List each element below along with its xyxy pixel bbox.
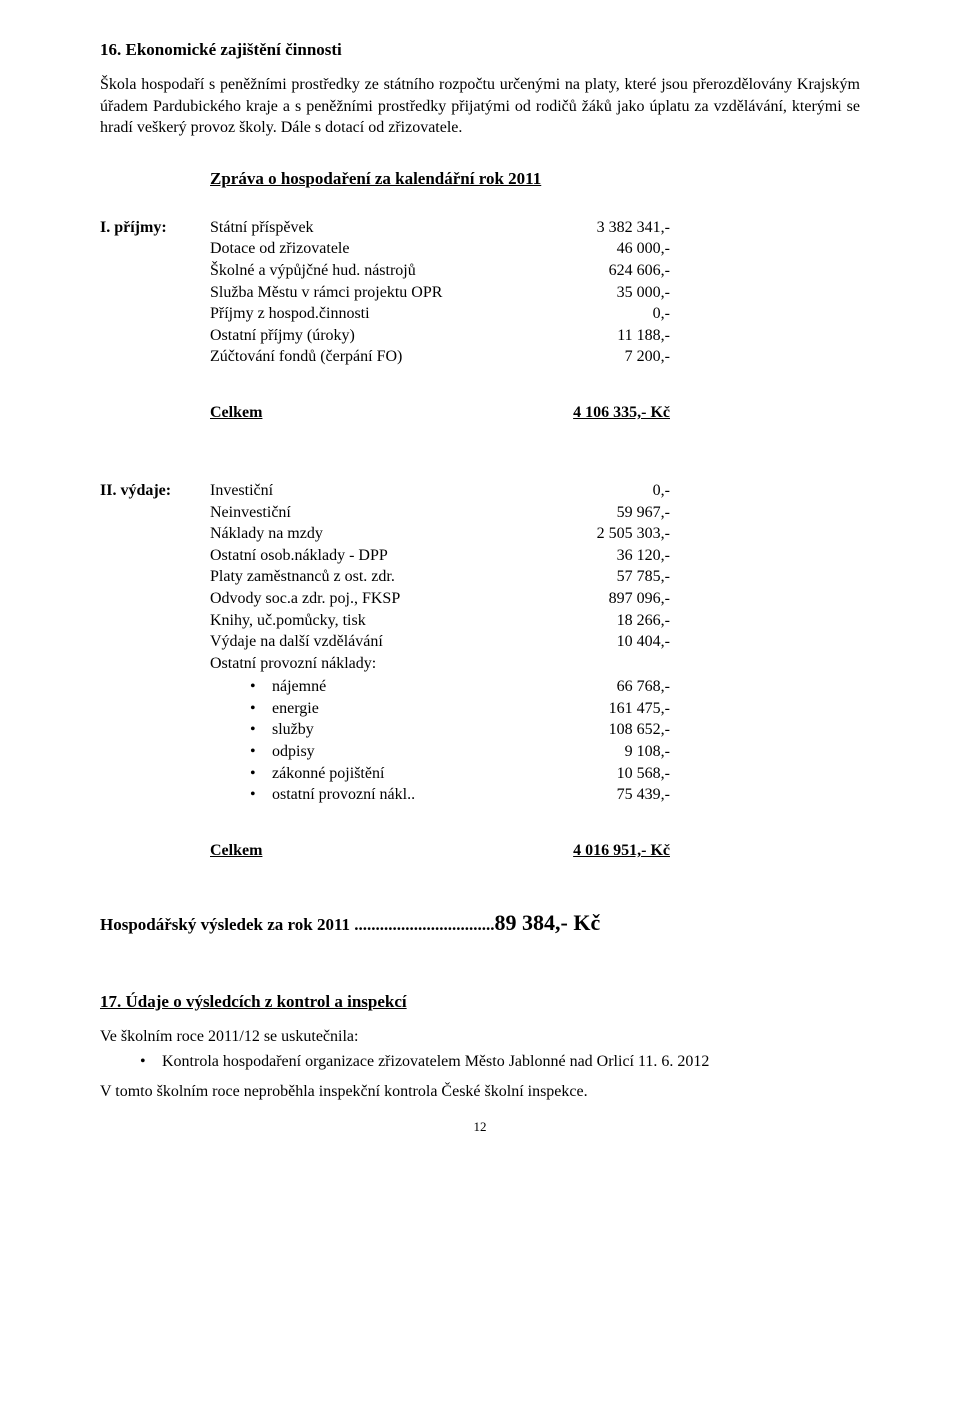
bullet-item: energie (272, 698, 530, 720)
expense-value: 10 404,- (530, 631, 670, 653)
section-17-bullet: Kontrola hospodaření organizace zřizovat… (140, 1053, 860, 1071)
expense-value: 36 120,- (530, 545, 670, 567)
bullet-item: odpisy (272, 741, 530, 763)
expense-total-label: Celkem (210, 842, 530, 860)
income-value: 11 188,- (530, 325, 670, 347)
income-row: I. příjmy: Státní příspěvek 3 382 341,- (100, 217, 860, 239)
expense-value: 59 967,- (530, 502, 670, 524)
result-amount: 89 384,- Kč (495, 910, 601, 935)
bullet-value: 161 475,- (530, 698, 670, 720)
income-value: 46 000,- (530, 238, 670, 260)
expense-item: Knihy, uč.pomůcky, tisk (210, 610, 530, 632)
expense-value: 57 785,- (530, 566, 670, 588)
expense-item: Investiční (210, 480, 530, 502)
expense-bullet: zákonné pojištění 10 568,- (250, 763, 860, 785)
expense-value (530, 653, 670, 675)
income-item: Služba Městu v rámci projektu OPR (210, 282, 530, 304)
expense-value: 897 096,- (530, 588, 670, 610)
income-row: Zúčtování fondů (čerpání FO) 7 200,- (100, 346, 860, 368)
income-value: 624 606,- (530, 260, 670, 282)
expense-bullet: nájemné 66 768,- (250, 676, 860, 698)
income-row: Příjmy z hospod.činnosti 0,- (100, 303, 860, 325)
expense-row: Odvody soc.a zdr. poj., FKSP 897 096,- (100, 588, 860, 610)
income-item: Školné a výpůjčné hud. nástrojů (210, 260, 530, 282)
expense-bullet: služby 108 652,- (250, 719, 860, 741)
report-subheading: Zpráva o hospodaření za kalendářní rok 2… (210, 169, 860, 189)
bullet-item: služby (272, 719, 530, 741)
expense-value: 2 505 303,- (530, 523, 670, 545)
income-value: 0,- (530, 303, 670, 325)
expense-bullet: energie 161 475,- (250, 698, 860, 720)
expense-item: Výdaje na další vzdělávání (210, 631, 530, 653)
expense-row: Knihy, uč.pomůcky, tisk 18 266,- (100, 610, 860, 632)
income-total-label: Celkem (210, 404, 530, 422)
expense-row: Ostatní osob.náklady - DPP 36 120,- (100, 545, 860, 567)
bullet-value: 108 652,- (530, 719, 670, 741)
expense-row: Náklady na mzdy 2 505 303,- (100, 523, 860, 545)
expense-row: Platy zaměstnanců z ost. zdr. 57 785,- (100, 566, 860, 588)
income-label: I. příjmy: (100, 217, 210, 239)
expense-total-value: 4 016 951,- Kč (530, 842, 670, 860)
income-total-value: 4 106 335,- Kč (530, 404, 670, 422)
section-17-bullet-list: Kontrola hospodaření organizace zřizovat… (140, 1053, 860, 1071)
section-17-heading: 17. Údaje o výsledcích z kontrol a inspe… (100, 992, 860, 1012)
expense-row: Neinvestiční 59 967,- (100, 502, 860, 524)
result-line: Hospodářský výsledek za rok 2011 .......… (100, 910, 860, 936)
income-item: Ostatní příjmy (úroky) (210, 325, 530, 347)
expense-item: Neinvestiční (210, 502, 530, 524)
income-item: Státní příspěvek (210, 217, 530, 239)
expense-item: Odvody soc.a zdr. poj., FKSP (210, 588, 530, 610)
income-item: Dotace od zřizovatele (210, 238, 530, 260)
page-container: 16. Ekonomické zajištění činnosti Škola … (0, 0, 960, 1165)
page-number: 12 (100, 1119, 860, 1135)
income-value: 7 200,- (530, 346, 670, 368)
expense-row: Výdaje na další vzdělávání 10 404,- (100, 631, 860, 653)
bullet-item: ostatní provozní nákl.. (272, 784, 530, 806)
bullet-item: zákonné pojištění (272, 763, 530, 785)
expense-item: Ostatní provozní náklady: (210, 653, 530, 675)
section-16-intro-paragraph: Škola hospodaří s peněžními prostředky z… (100, 74, 860, 139)
income-row: Služba Městu v rámci projektu OPR 35 000… (100, 282, 860, 304)
bullet-value: 66 768,- (530, 676, 670, 698)
expense-item: Platy zaměstnanců z ost. zdr. (210, 566, 530, 588)
income-item: Příjmy z hospod.činnosti (210, 303, 530, 325)
expense-value: 18 266,- (530, 610, 670, 632)
income-row: Dotace od zřizovatele 46 000,- (100, 238, 860, 260)
expense-item: Ostatní osob.náklady - DPP (210, 545, 530, 567)
expense-bullet: odpisy 9 108,- (250, 741, 860, 763)
income-item: Zúčtování fondů (čerpání FO) (210, 346, 530, 368)
income-value: 35 000,- (530, 282, 670, 304)
income-row: Ostatní příjmy (úroky) 11 188,- (100, 325, 860, 347)
bullet-item: nájemné (272, 676, 530, 698)
expense-value: 0,- (530, 480, 670, 502)
income-total-row: Celkem 4 106 335,- Kč (210, 404, 860, 422)
bullet-value: 75 439,- (530, 784, 670, 806)
result-label: Hospodářský výsledek za rok 2011 .......… (100, 915, 495, 934)
expense-row: Ostatní provozní náklady: (100, 653, 860, 675)
expense-bullet-list: nájemné 66 768,- energie 161 475,- služb… (250, 676, 860, 806)
expense-bullet: ostatní provozní nákl.. 75 439,- (250, 784, 860, 806)
bullet-value: 10 568,- (530, 763, 670, 785)
expense-label: II. výdaje: (100, 480, 210, 502)
income-row: Školné a výpůjčné hud. nástrojů 624 606,… (100, 260, 860, 282)
expense-row: II. výdaje: Investiční 0,- (100, 480, 860, 502)
section-17-line1: Ve školním roce 2011/12 se uskutečnila: (100, 1026, 860, 1048)
section-17-line2: V tomto školním roce neproběhla inspekčn… (100, 1081, 860, 1103)
expense-total-row: Celkem 4 016 951,- Kč (210, 842, 860, 860)
expense-item: Náklady na mzdy (210, 523, 530, 545)
income-value: 3 382 341,- (530, 217, 670, 239)
section-16-heading: 16. Ekonomické zajištění činnosti (100, 40, 860, 60)
bullet-value: 9 108,- (530, 741, 670, 763)
